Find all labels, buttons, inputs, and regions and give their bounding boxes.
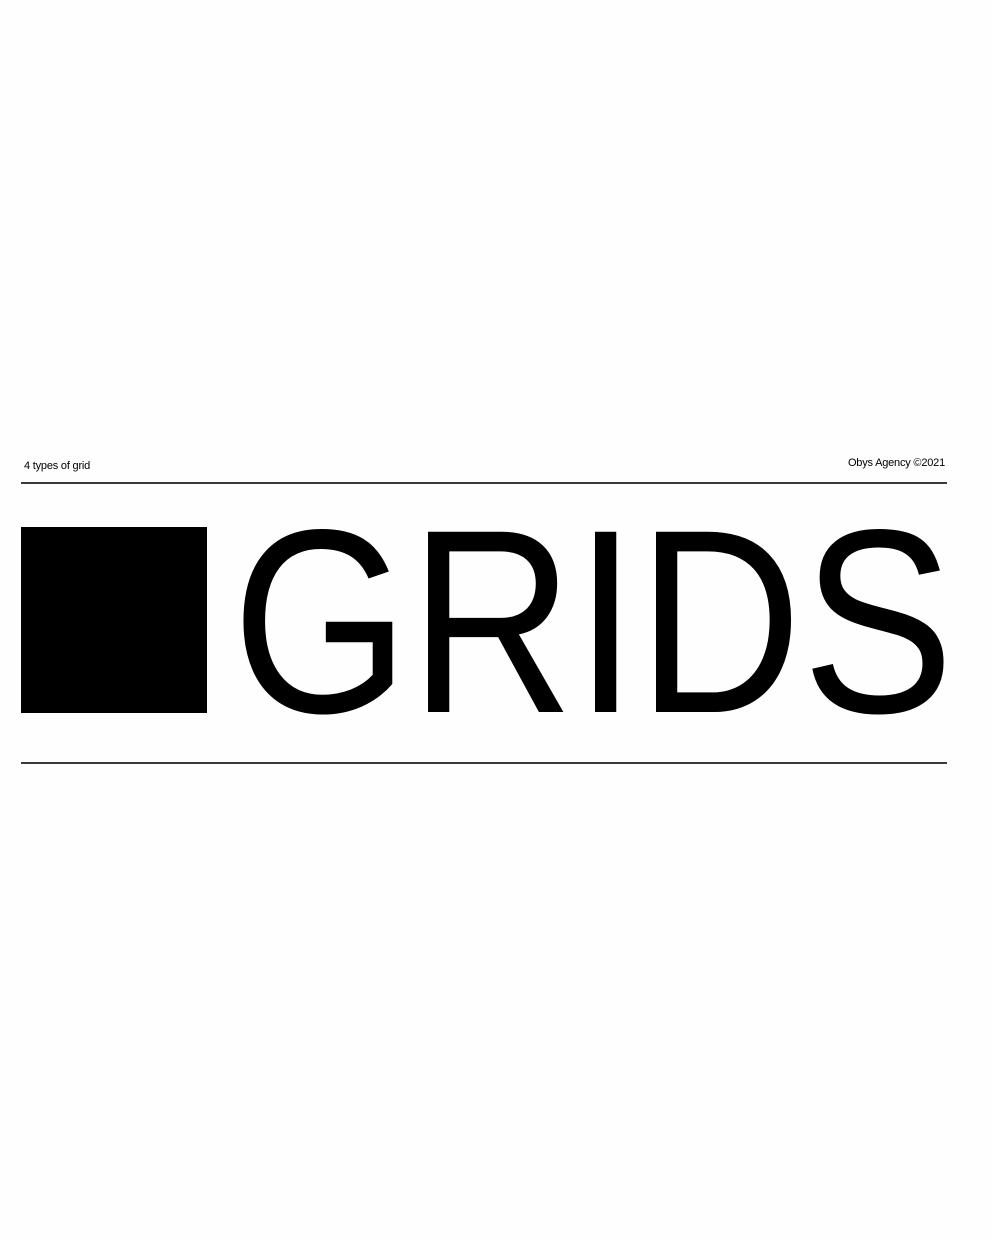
square-block-icon [21, 527, 207, 713]
top-divider [21, 482, 947, 484]
headline: GRIDS [232, 512, 956, 724]
headline-svg: GRIDS [232, 512, 954, 724]
headline-text: GRIDS [232, 512, 954, 724]
caption-right: Obys Agency ©2021 [847, 457, 945, 469]
caption-left: 4 types of grid [24, 460, 91, 472]
bottom-divider [21, 762, 947, 764]
